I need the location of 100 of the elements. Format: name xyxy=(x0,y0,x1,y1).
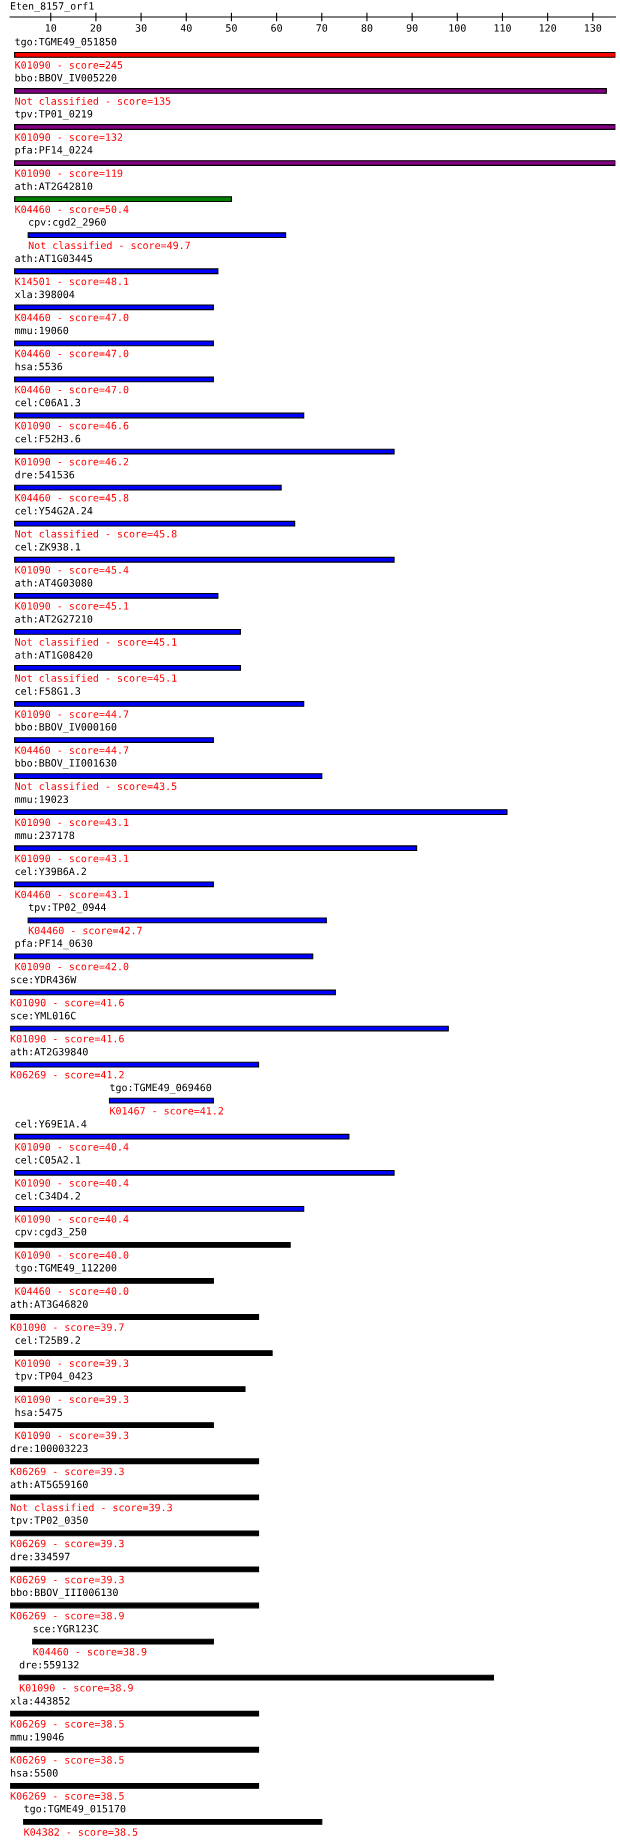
y-tick-label: bbo:BBOV_III006130 xyxy=(11,1588,118,1599)
annotation: K04460 - score=47.0 xyxy=(15,385,129,394)
bar xyxy=(32,1638,214,1645)
bar xyxy=(14,448,395,455)
annotation: Not classified - score=135 xyxy=(15,97,171,105)
y-tick-label: cel:Y69E1A.4 xyxy=(15,1119,87,1128)
annotation: K06269 - score=38.9 xyxy=(10,1611,124,1620)
bar xyxy=(14,1278,214,1284)
bar xyxy=(10,1602,260,1609)
annotation: K01090 - score=40.4 xyxy=(15,1215,129,1223)
bar xyxy=(14,1242,291,1248)
y-tick-label: cel:F52H3.6 xyxy=(15,434,81,443)
bar xyxy=(14,1169,395,1176)
y-tick-label: ath:AT2G27210 xyxy=(15,614,93,623)
annotation: K01090 - score=46.6 xyxy=(15,421,129,430)
y-tick-label: ath:AT4G03080 xyxy=(15,578,93,587)
x-tick-label: 100 xyxy=(449,24,466,32)
y-tick-label: dre:100003223 xyxy=(10,1444,88,1453)
x-tick-label: 70 xyxy=(316,24,328,32)
y-tick-label: dre:559132 xyxy=(19,1660,79,1669)
x-tick-label: 10 xyxy=(45,24,57,32)
annotation: K01090 - score=40.4 xyxy=(15,1143,129,1151)
bar xyxy=(10,1746,260,1753)
y-tick-label: tgo:TGME49_069460 xyxy=(110,1083,212,1094)
y-tick-label: hsa:5500 xyxy=(11,1768,58,1777)
x-tick-label: 50 xyxy=(226,24,237,32)
annotation: K04460 - score=47.0 xyxy=(15,313,129,322)
annotation: K01467 - score=41.2 xyxy=(110,1107,224,1115)
x-tick-label: 40 xyxy=(180,24,192,32)
annotation: K01090 - score=40.0 xyxy=(15,1251,129,1259)
y-tick-label: tpv:TP04_0423 xyxy=(15,1372,93,1382)
y-tick-label: sce:YDR436W xyxy=(11,975,77,984)
bar xyxy=(14,809,508,816)
annotation: K01090 - score=41.6 xyxy=(10,998,124,1007)
y-tick-label: hsa:5475 xyxy=(15,1408,62,1417)
annotation: K01090 - score=40.4 xyxy=(15,1179,129,1187)
bar xyxy=(14,1350,273,1356)
annotation: K14501 - score=48.1 xyxy=(15,277,129,286)
bar xyxy=(27,917,327,924)
y-tick-label: tpv:TP01_0219 xyxy=(15,110,93,120)
annotation: K01090 - score=132 xyxy=(15,133,123,141)
y-tick-label: ath:AT1G08420 xyxy=(15,651,93,659)
annotation: K01090 - score=38.9 xyxy=(19,1684,133,1692)
x-tick-label: 130 xyxy=(584,24,602,32)
y-tick-label: sce:YML016C xyxy=(11,1011,76,1020)
bar xyxy=(14,376,214,383)
bar xyxy=(14,845,418,852)
y-tick-label: tgo:TGME49_015170 xyxy=(24,1804,126,1815)
y-tick-label: mmu:237178 xyxy=(15,831,75,840)
annotation: K06269 - score=38.5 xyxy=(10,1792,124,1800)
y-tick-label: tgo:TGME49_112200 xyxy=(15,1263,117,1274)
bar xyxy=(14,484,282,491)
bar xyxy=(14,556,395,563)
y-tick-label: cel:C06A1.3 xyxy=(15,398,81,407)
bar xyxy=(10,1061,260,1068)
annotation: K01090 - score=39.3 xyxy=(15,1395,129,1404)
y-tick-label: tpv:TP02_0944 xyxy=(28,903,106,914)
annotation: Not classified - score=43.5 xyxy=(15,782,177,791)
bar xyxy=(10,1710,260,1717)
y-tick-label: pfa:PF14_0224 xyxy=(15,145,93,156)
bar xyxy=(14,520,296,527)
annotation: K01090 - score=46.2 xyxy=(15,457,129,466)
bar xyxy=(10,989,336,996)
annotation: K01090 - score=45.4 xyxy=(15,566,129,574)
y-tick-label: bbo:BBOV_IV005220 xyxy=(15,73,117,84)
bar xyxy=(14,701,305,707)
y-tick-label: cpv:cgd2_2960 xyxy=(29,218,106,228)
annotation: Not classified - score=45.8 xyxy=(15,529,177,538)
bar xyxy=(14,881,214,888)
annotation: K06269 - score=38.5 xyxy=(10,1756,124,1764)
bar xyxy=(23,1818,323,1825)
annotation: K04382 - score=38.5 xyxy=(24,1828,138,1836)
y-tick-label: bbo:BBOV_II001630 xyxy=(15,758,117,769)
bar xyxy=(14,196,232,203)
y-tick-label: xla:398004 xyxy=(14,290,75,299)
annotation: K04460 - score=44.7 xyxy=(15,746,129,754)
annotation: K04460 - score=43.1 xyxy=(15,890,129,899)
annotation: K01090 - score=45.1 xyxy=(15,602,129,610)
y-tick-label: xla:443852 xyxy=(10,1696,70,1705)
annotation: K06269 - score=39.3 xyxy=(10,1467,124,1476)
y-tick-label: hsa:5536 xyxy=(15,362,63,371)
annotation: Not classified - score=45.1 xyxy=(15,637,177,646)
bar xyxy=(10,1782,260,1789)
annotation: K01090 - score=43.1 xyxy=(15,854,129,863)
x-tick-label: 90 xyxy=(406,24,418,32)
y-tick-label: dre:334597 xyxy=(10,1552,70,1561)
annotation: K06269 - score=38.5 xyxy=(10,1720,124,1728)
bar xyxy=(14,592,219,599)
annotation: K06269 - score=39.3 xyxy=(10,1575,124,1584)
bar xyxy=(14,628,242,635)
bar xyxy=(10,1566,260,1573)
bar xyxy=(14,124,616,130)
annotation: K01090 - score=44.7 xyxy=(15,710,129,718)
annotation: K01090 - score=39.3 xyxy=(15,1359,129,1368)
bar xyxy=(14,1133,350,1140)
y-tick-label: mmu:19046 xyxy=(10,1733,64,1741)
x-tick-label: 20 xyxy=(90,24,102,32)
chart-title: Eten_8157_orf1 xyxy=(10,2,94,12)
bar xyxy=(10,1494,260,1501)
y-tick-label: cel:Y39B6A.2 xyxy=(15,867,87,876)
